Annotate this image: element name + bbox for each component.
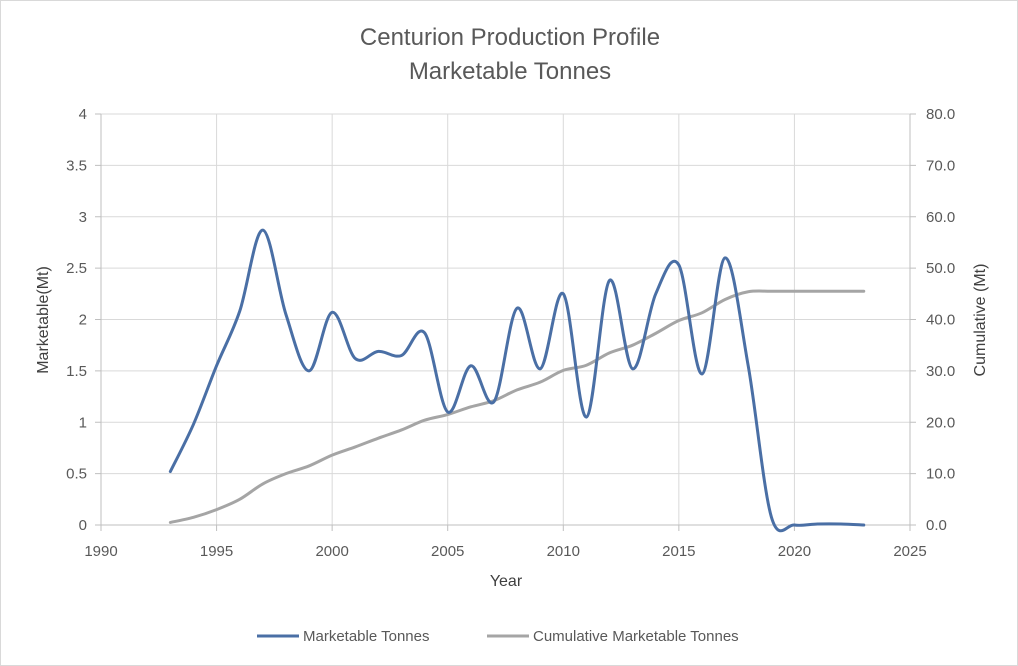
y-tick-label: 0.5 [66,466,87,483]
chart-text: Centurion Production Profile Marketable … [35,24,989,590]
y-tick-label: 1 [79,414,87,431]
y2-tick-label: 50.0 [926,260,955,277]
x-tick-label: 2015 [662,543,695,560]
chart-title-line-2: Marketable Tonnes [409,58,611,85]
x-axis-title: Year [490,573,523,590]
y-tick-label: 1.5 [66,363,87,380]
y2-tick-label: 20.0 [926,414,955,431]
y-tick-label: 4 [79,106,87,123]
x-tick-label: 1995 [200,543,233,560]
series-line-cumulative [168,289,866,524]
y-tick-label: 3 [79,209,87,226]
x-tick-label: 1990 [84,543,117,560]
y2-tick-label: 0.0 [926,517,947,534]
legend-label-cumulative: Cumulative Marketable Tonnes [533,628,739,645]
legend-label-marketable: Marketable Tonnes [303,628,429,645]
y-tick-label: 3.5 [66,157,87,174]
chart-title-line-1: Centurion Production Profile [360,24,660,51]
y-tick-label: 2.5 [66,260,87,277]
y2-tick-label: 60.0 [926,209,955,226]
y2-tick-label: 70.0 [926,157,955,174]
y2-tick-label: 40.0 [926,312,955,329]
x-tick-label: 2025 [893,543,926,560]
y2-tick-label: 30.0 [926,363,955,380]
gridlines [100,113,911,526]
x-tick-label: 2020 [778,543,811,560]
y-tick-label: 0 [79,517,87,534]
x-tick-label: 2010 [547,543,580,560]
axes: 00.511.522.533.540.010.020.030.040.050.0… [66,106,955,560]
series-lines [168,228,866,533]
y2-tick-label: 10.0 [926,466,955,483]
x-tick-label: 2000 [315,543,348,560]
y2-axis-title: Cumulative (Mt) [972,264,989,377]
y-tick-label: 2 [79,312,87,329]
y-axis-title: Marketable(Mt) [35,266,52,374]
y2-tick-label: 80.0 [926,106,955,123]
series-line-marketable [168,228,866,533]
legend: Marketable Tonnes Cumulative Marketable … [257,628,739,645]
x-tick-label: 2005 [431,543,464,560]
